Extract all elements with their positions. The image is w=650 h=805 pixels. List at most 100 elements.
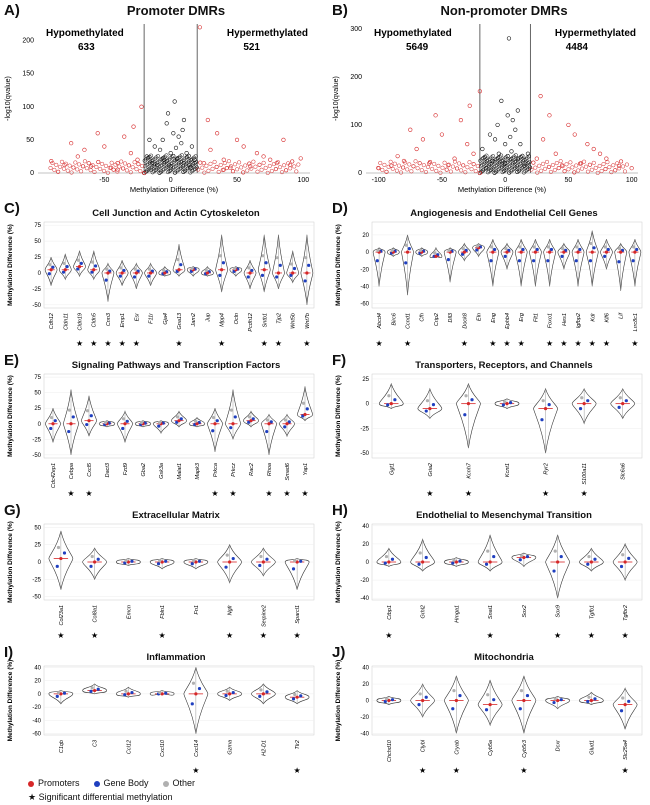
legend: Promoters Gene Body Other	[28, 778, 195, 788]
data-point	[148, 271, 153, 275]
significance-star: ★	[260, 631, 267, 640]
significance-star: ★	[85, 489, 92, 498]
data-point	[424, 695, 428, 699]
scatter-point	[215, 131, 220, 136]
y-axis-label: Methylation Difference (%)	[7, 660, 14, 742]
data-point	[92, 268, 96, 272]
scatter-point	[196, 167, 201, 172]
data-point	[121, 426, 125, 431]
data-point	[71, 415, 75, 419]
scatter-point	[164, 153, 169, 158]
data-point	[89, 564, 93, 568]
x-tick-label: Sntb1	[262, 313, 268, 327]
plot-area	[43, 665, 315, 736]
scatter-point	[589, 167, 594, 172]
scatter-point	[122, 161, 128, 166]
data-point	[434, 254, 438, 258]
data-point	[575, 245, 579, 249]
scatter-point	[417, 161, 422, 166]
scatter-point	[73, 160, 78, 165]
legend-other: Other	[162, 778, 195, 788]
data-point	[69, 422, 73, 426]
data-point	[104, 278, 108, 282]
hyper-label: Hypermethylated	[227, 28, 308, 39]
scatter-point	[494, 169, 499, 174]
data-point	[405, 250, 410, 254]
scatter-point	[585, 142, 590, 147]
scatter-point	[206, 168, 211, 173]
scatter-point	[566, 122, 571, 128]
data-point	[120, 271, 124, 275]
scatter-point	[513, 127, 518, 132]
data-point	[218, 273, 222, 277]
scatter-point	[439, 132, 445, 137]
significance-star: ★	[520, 766, 527, 775]
y-tick-label: -20	[360, 267, 369, 273]
scatter-point	[56, 169, 61, 174]
scatter-point	[88, 168, 93, 173]
y-tick-label: -40	[32, 718, 41, 724]
significance-star: ★	[218, 339, 225, 348]
data-point	[176, 257, 180, 262]
data-point	[433, 251, 437, 255]
data-point	[376, 248, 380, 252]
x-tick-label: 100	[626, 177, 638, 184]
hyper-count: 521	[243, 42, 260, 53]
panel-label: I)	[4, 644, 14, 661]
data-point	[621, 696, 625, 700]
y-tick-label: 25	[34, 406, 41, 412]
scatter-point	[128, 170, 133, 175]
scatter-point	[620, 164, 626, 169]
data-point	[265, 557, 269, 561]
scatter-point	[508, 134, 513, 140]
scatter-point	[135, 157, 140, 162]
y-tick-label: -20	[360, 715, 369, 721]
data-point	[295, 560, 299, 564]
chart-svg: -100 -50 0 50 100 0 100 200 300 Methylation Diffe…	[333, 24, 638, 194]
x-tick-label: Ryr2	[544, 463, 550, 475]
data-point	[49, 268, 53, 272]
data-point	[475, 244, 479, 248]
data-point	[228, 560, 232, 564]
data-point	[492, 698, 496, 702]
data-point	[522, 555, 526, 560]
significance-star: ★	[404, 339, 411, 348]
scatter-point	[436, 163, 441, 168]
scatter-point	[566, 167, 571, 172]
data-point	[593, 697, 597, 701]
data-point	[525, 693, 530, 698]
scatter-point	[622, 169, 628, 174]
data-point	[484, 562, 489, 566]
data-point	[623, 560, 627, 564]
hypo-label: Hypomethylated	[374, 28, 452, 39]
data-point	[540, 418, 544, 422]
data-point	[175, 420, 179, 424]
scatter-point	[192, 157, 197, 162]
data-point	[221, 261, 226, 265]
data-point	[532, 259, 536, 263]
data-point	[375, 259, 379, 263]
panel-label: E)	[4, 352, 19, 369]
data-point	[156, 562, 161, 566]
data-point	[56, 545, 61, 550]
scatter-point	[452, 156, 457, 161]
scatter-point	[452, 159, 458, 164]
data-point	[265, 418, 270, 422]
data-point	[119, 266, 123, 270]
scatter-point	[265, 170, 270, 175]
data-point	[123, 422, 127, 426]
y-tick-label: 20	[34, 679, 41, 685]
scatter-point	[160, 137, 165, 142]
x-tick-label: Jam2	[191, 313, 197, 327]
scatter-point	[471, 151, 476, 156]
scatter-point	[155, 162, 160, 168]
data-point	[424, 555, 428, 560]
y-tick-label: -50	[32, 303, 41, 309]
x-tick-label: Eln	[477, 313, 483, 321]
data-point	[177, 419, 181, 423]
scatter-point	[444, 167, 449, 172]
panel-title: Promoter DMRs	[126, 3, 226, 18]
scatter-point	[595, 170, 600, 175]
data-point	[124, 689, 128, 693]
scatter-point	[98, 166, 103, 171]
